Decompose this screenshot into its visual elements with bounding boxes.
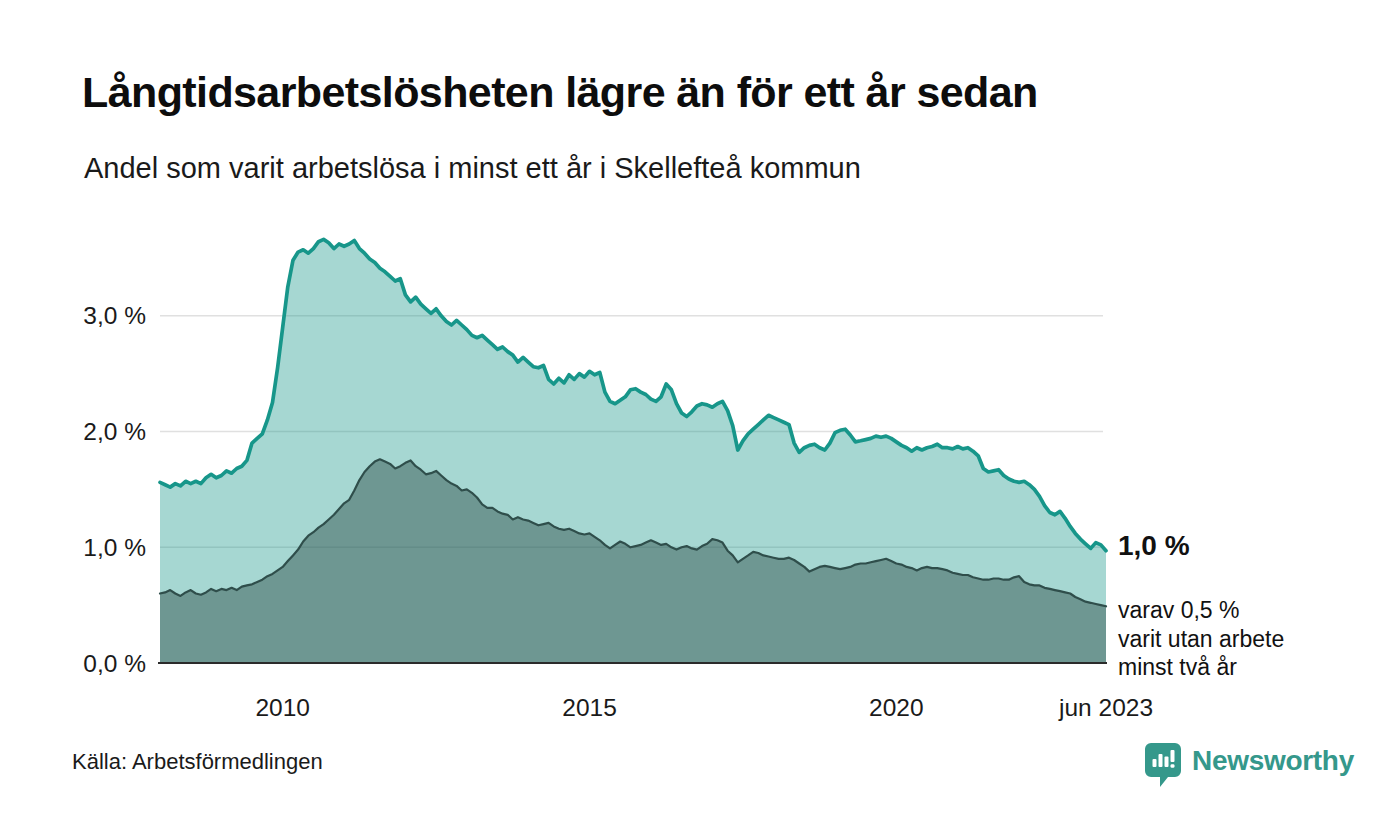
x-axis-label: 2020 <box>869 694 924 721</box>
newsworthy-logo: Newsworthy <box>1144 742 1354 792</box>
x-axis-label: 2010 <box>255 694 310 721</box>
area-chart: 0,0 % 1,0 % 2,0 % 3,0 % 2010 2015 2020 jun 2023 <box>0 0 1400 840</box>
source-attribution: Källa: Arbetsförmedlingen <box>72 749 323 775</box>
end-value-label: 1,0 % <box>1118 530 1190 562</box>
newsworthy-wordmark: Newsworthy <box>1192 745 1354 777</box>
y-axis-label: 1,0 % <box>83 534 146 561</box>
newsworthy-logo-icon <box>1144 742 1182 792</box>
y-axis-label: 0,0 % <box>83 650 146 677</box>
sub-annotation-line-2: varit utan arbete <box>1118 625 1284 654</box>
sub-annotation-line-1: varav 0,5 % <box>1118 596 1284 625</box>
y-axis-label: 3,0 % <box>83 302 146 329</box>
sub-series-annotation: varav 0,5 % varit utan arbete minst två … <box>1118 596 1284 682</box>
infographic-canvas: Långtidsarbetslösheten lägre än för ett … <box>0 0 1400 840</box>
sub-annotation-line-3: minst två år <box>1118 653 1284 682</box>
x-axis-label: 2015 <box>562 694 617 721</box>
y-axis-label: 2,0 % <box>83 418 146 445</box>
x-axis-label: jun 2023 <box>1058 694 1153 721</box>
